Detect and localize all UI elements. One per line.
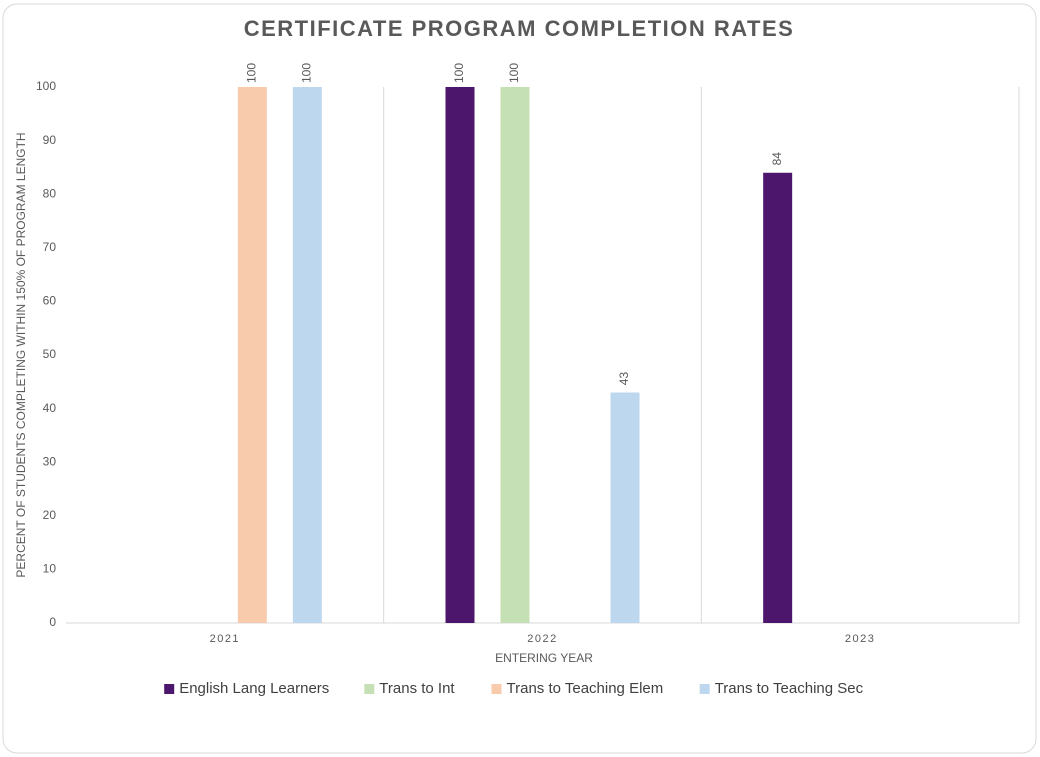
legend-swatch [364, 684, 375, 694]
legend-label: Trans to Teaching Elem [507, 680, 664, 697]
bar [445, 87, 475, 623]
bar [292, 87, 322, 623]
x-axis-label: ENTERING YEAR [495, 651, 593, 665]
y-tick-label: 10 [43, 562, 57, 576]
y-tick-label: 90 [43, 133, 57, 147]
data-label: 43 [617, 372, 631, 386]
bar [763, 172, 793, 623]
y-axis-label: PERCENT OF STUDENTS COMPLETING WITHIN 15… [14, 132, 28, 577]
legend-swatch [491, 684, 502, 694]
data-label: 100 [452, 63, 466, 83]
legend-label: English Lang Learners [179, 680, 329, 697]
y-tick-label: 80 [43, 186, 57, 200]
bar [237, 87, 267, 623]
y-tick-label: 0 [49, 615, 56, 629]
y-tick-label: 20 [43, 508, 57, 522]
x-tick-label: 2023 [845, 633, 875, 645]
y-tick-label: 60 [43, 294, 57, 308]
y-tick-label: 40 [43, 401, 57, 415]
y-tick-label: 30 [43, 454, 57, 468]
x-tick-label: 2021 [210, 633, 240, 645]
y-tick-label: 100 [36, 79, 56, 93]
bar [500, 87, 530, 623]
data-label: 100 [300, 63, 314, 83]
chart-title: CERTIFICATE PROGRAM COMPLETION RATES [244, 16, 795, 41]
legend-swatch [164, 684, 175, 694]
data-label: 100 [507, 63, 521, 83]
legend-label: Trans to Int [379, 680, 455, 697]
x-tick-label: 2022 [527, 633, 557, 645]
y-tick-label: 50 [43, 347, 57, 361]
bar [610, 392, 640, 623]
legend-label: Trans to Teaching Sec [715, 680, 864, 697]
data-label: 100 [245, 63, 259, 83]
legend-swatch [699, 684, 710, 694]
y-tick-label: 70 [43, 240, 57, 254]
data-label: 84 [770, 152, 784, 166]
